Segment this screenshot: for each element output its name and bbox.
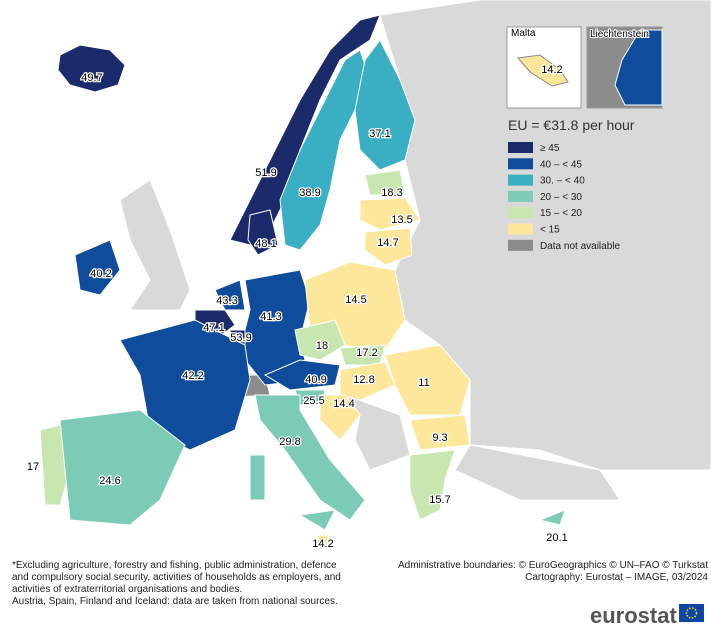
country	[538, 509, 566, 526]
country	[263, 359, 341, 391]
value-label: 40.9	[305, 374, 326, 386]
footnote: *Excluding agriculture, forestry and fis…	[12, 560, 341, 607]
country	[247, 209, 279, 256]
legend-swatch	[508, 174, 533, 186]
value-label: 29.8	[279, 436, 300, 448]
legend-swatch	[508, 158, 533, 170]
eu-stars	[685, 607, 698, 619]
country	[354, 39, 416, 171]
value-label: 17	[27, 461, 39, 473]
value-label: 47.1	[203, 322, 224, 334]
credits: Administrative boundaries: © EuroGeograp…	[398, 560, 708, 583]
logo: eurostat	[590, 603, 677, 628]
country	[214, 279, 246, 311]
country	[339, 361, 396, 401]
country	[294, 319, 346, 361]
legend: ≥ 45 40 – < 45 30. – < 40 20 – < 30 15 – < 2…	[508, 142, 620, 252]
country	[57, 44, 126, 93]
credit-line: Cartography: Eurostat – IMAGE, 03/2024	[525, 572, 708, 583]
value-label: 25.5	[303, 395, 324, 407]
value-label: 18.3	[381, 187, 402, 199]
value-label: 14.5	[345, 294, 366, 306]
value-label: 17.2	[356, 347, 377, 359]
country	[317, 534, 329, 544]
value-label: 9.3	[432, 432, 447, 444]
value-label: 12.8	[353, 374, 374, 386]
malta-shape	[517, 54, 569, 87]
eu-flag	[679, 604, 704, 622]
value-label: 20.1	[546, 532, 567, 544]
legend-label: 40 – < 45	[540, 159, 582, 170]
country	[74, 239, 121, 296]
value-label: 13.5	[391, 214, 412, 226]
value-label: 14.7	[377, 237, 398, 249]
value-label: 48.1	[255, 238, 276, 250]
legend-swatch	[508, 239, 533, 251]
liechtenstein-shape	[614, 29, 663, 106]
value-label: 14.4	[333, 398, 354, 410]
inset-title: Liechtenstein	[590, 29, 649, 40]
country	[254, 394, 366, 521]
legend-label: Data not available	[540, 241, 620, 252]
value-label: 11	[418, 377, 429, 389]
legend-swatch	[508, 223, 533, 235]
value-label: 42.2	[182, 370, 203, 382]
value-label: 14.2	[541, 64, 562, 76]
value-label: 43.3	[216, 295, 237, 307]
country	[359, 197, 421, 231]
value-label: 41.3	[260, 311, 281, 323]
value-label: 49.7	[81, 72, 102, 84]
value-label: 24.6	[99, 475, 120, 487]
credit-line: Administrative boundaries: © EuroGeograp…	[398, 560, 708, 571]
inset-title: Malta	[511, 28, 536, 39]
value-label: 53.9	[230, 332, 251, 344]
legend-swatch	[508, 190, 533, 202]
value-labels: 49.7 51.9 38.9 37.1 18.3 13.5 14.7 48.1 40.2 43.3…	[26, 71, 569, 552]
legend-title: EU = €31.8 per hour	[508, 117, 635, 133]
value-label: 38.9	[299, 187, 320, 199]
value-label: 37.1	[369, 128, 390, 140]
country	[119, 319, 251, 451]
legend-label: ≥ 45	[540, 143, 560, 154]
country	[298, 509, 336, 531]
country	[364, 169, 406, 196]
country	[59, 409, 186, 526]
legend-label: 30. – < 40	[540, 176, 585, 187]
footnote-line: *Excluding agriculture, forestry and fis…	[12, 560, 337, 571]
value-label: 14.2	[312, 538, 333, 550]
legend-label: 15 – < 20	[540, 208, 582, 219]
legend-swatch	[508, 142, 533, 153]
footnote-line: Austria, Spain, Finland and Iceland: dat…	[12, 596, 338, 607]
legend-label: < 15	[540, 225, 560, 236]
non-eu-land	[119, 0, 711, 501]
country	[364, 227, 413, 266]
legend-label: 20 – < 30	[540, 192, 582, 203]
country	[229, 14, 381, 246]
value-label: 51.9	[255, 167, 276, 179]
value-label: 40.2	[90, 268, 111, 280]
legend-swatch	[508, 207, 533, 219]
country	[249, 454, 266, 501]
value-label: 15.7	[429, 494, 450, 506]
eu-countries	[39, 14, 566, 544]
footnote-line: activities of extraterritorial organisat…	[12, 584, 242, 595]
country	[409, 414, 471, 451]
value-label: 18	[316, 340, 328, 352]
country	[319, 394, 361, 441]
footnote-line: and compulsory social security, activiti…	[12, 572, 341, 583]
country	[409, 449, 456, 521]
